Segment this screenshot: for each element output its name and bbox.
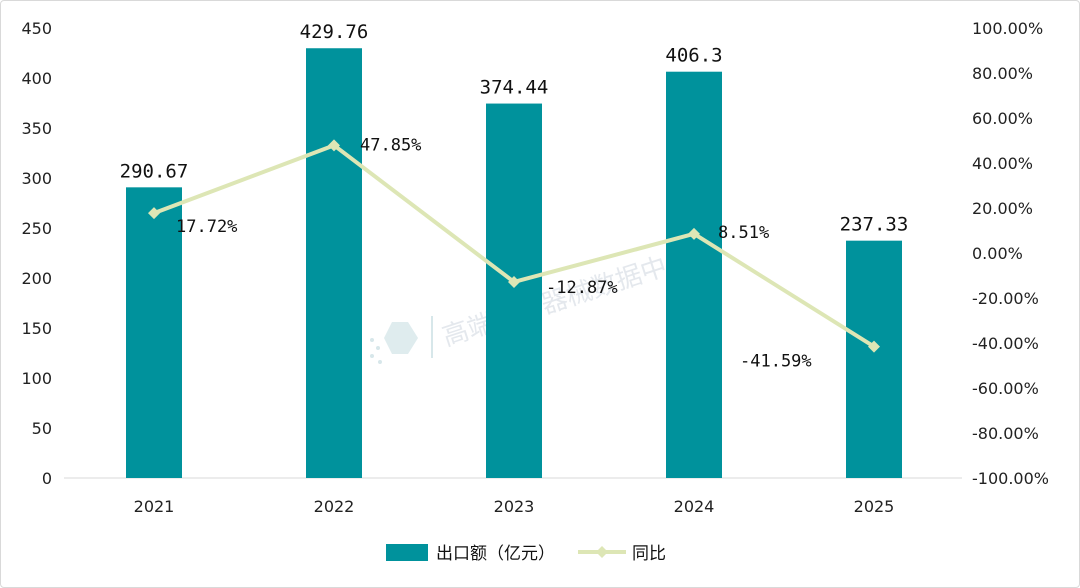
x-tick-label: 2025 <box>854 497 895 516</box>
legend-label-bar: 出口额（亿元） <box>436 544 555 564</box>
x-tick-label: 2023 <box>494 497 535 516</box>
left-tick-label: 0 <box>42 469 52 488</box>
export-value-label: 374.44 <box>480 77 549 99</box>
left-tick-label: 50 <box>32 419 52 438</box>
yoy-value-label: 8.51% <box>718 223 769 243</box>
legend-swatch-marker <box>596 546 608 558</box>
watermark-text: 高端医疗器械数据中心 <box>439 244 696 353</box>
x-tick-label: 2022 <box>314 497 355 516</box>
right-tick-label: -40.00% <box>972 334 1039 353</box>
left-tick-label: 400 <box>21 69 52 88</box>
yoy-labels: 17.72% 47.85% -12.87% 8.51% -41.59% <box>176 135 812 371</box>
yoy-line-layer <box>148 139 880 353</box>
yoy-point <box>688 227 700 240</box>
export-value-label: 406.3 <box>665 45 722 67</box>
yoy-point <box>508 275 520 288</box>
right-tick-label: 80.00% <box>972 64 1033 83</box>
right-tick-label: 60.00% <box>972 109 1033 128</box>
export-bar <box>486 103 542 478</box>
yoy-point <box>868 340 880 353</box>
left-tick-label: 250 <box>21 219 52 238</box>
left-tick-label: 200 <box>21 269 52 288</box>
bars <box>126 48 902 479</box>
yoy-value-label: -12.87% <box>546 278 618 298</box>
right-tick-label: -100.00% <box>972 469 1049 488</box>
export-bar <box>666 71 722 478</box>
left-axis: 0 50 100 150 200 250 300 350 400 450 <box>21 19 52 488</box>
left-tick-label: 350 <box>21 119 52 138</box>
legend-label-line: 同比 <box>632 544 666 564</box>
left-tick-label: 450 <box>21 19 52 38</box>
bar-labels: 290.67 429.76 374.44 406.3 237.33 <box>120 21 909 235</box>
right-tick-label: -80.00% <box>972 424 1039 443</box>
watermark-logo <box>370 316 433 364</box>
yoy-point <box>148 207 160 220</box>
right-tick-label: 100.00% <box>972 19 1043 38</box>
right-tick-label: 40.00% <box>972 154 1033 173</box>
x-tick-label: 2021 <box>134 497 175 516</box>
yoy-value-label: -41.59% <box>740 352 812 372</box>
yoy-value-label: 17.72% <box>176 217 237 237</box>
x-tick-label: 2024 <box>674 497 715 516</box>
legend-swatch-bar <box>386 544 428 561</box>
right-tick-label: 20.00% <box>972 199 1033 218</box>
export-bar <box>306 48 362 479</box>
legend: 出口额（亿元） 同比 <box>386 544 666 564</box>
right-tick-label: -60.00% <box>972 379 1039 398</box>
yoy-value-label: 47.85% <box>360 135 421 155</box>
left-tick-label: 100 <box>21 369 52 388</box>
export-bar <box>126 187 182 478</box>
x-axis: 2021 2022 2023 2024 2025 <box>134 497 895 516</box>
right-tick-label: 0.00% <box>972 244 1023 263</box>
left-tick-label: 150 <box>21 319 52 338</box>
left-tick-label: 300 <box>21 169 52 188</box>
export-value-label: 290.67 <box>120 160 189 182</box>
right-axis: -100.00% -80.00% -60.00% -40.00% -20.00% 0.00… <box>972 19 1049 488</box>
export-value-label: 237.33 <box>840 214 909 236</box>
export-value-label: 429.76 <box>300 21 369 43</box>
export-bar <box>846 240 902 478</box>
yoy-point <box>328 139 340 152</box>
right-tick-label: -20.00% <box>972 289 1039 308</box>
